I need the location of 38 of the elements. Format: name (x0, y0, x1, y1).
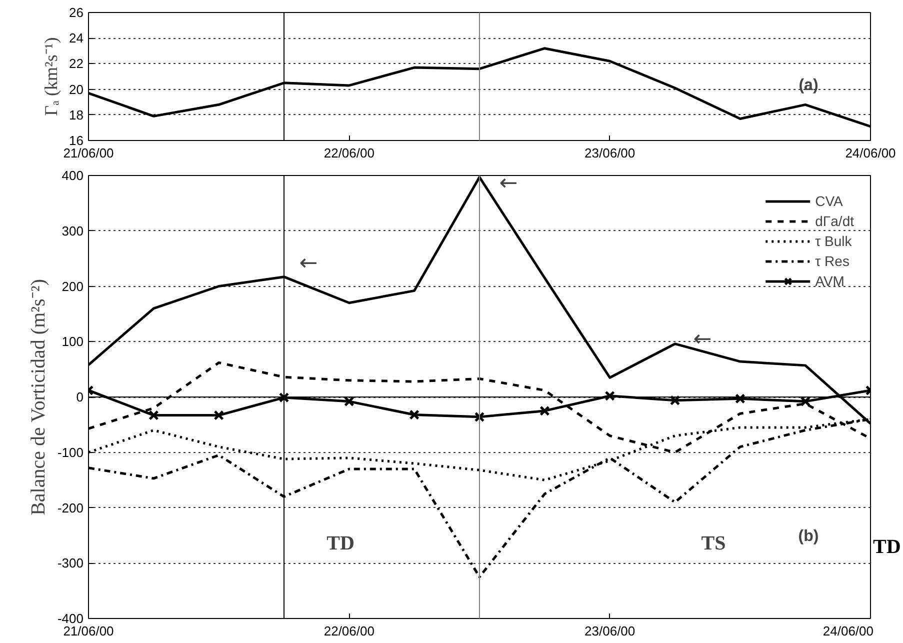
y-tick-label: -200 (57, 500, 84, 516)
y-tick-label: 100 (62, 334, 84, 350)
y-tick-label: 26 (69, 5, 84, 20)
y-tick-label: 0 (76, 390, 84, 404)
annotation: (b) (798, 528, 819, 545)
x-tick-label: 24/06/00 (845, 146, 896, 160)
annotation: TD (326, 532, 354, 554)
x-tick-label: 22/06/00 (324, 624, 374, 638)
annotation: (a) (798, 77, 818, 94)
y-tick-label: 200 (62, 278, 84, 294)
text: TD (873, 535, 901, 560)
y-tick-label: 400 (62, 168, 84, 183)
annotation: TS (701, 532, 726, 554)
y-tick-label: 22 (69, 56, 84, 72)
legend-label: CVA (815, 193, 843, 209)
x-tick-label: 21/06/00 (63, 624, 114, 638)
y-tick-label: 20 (69, 82, 84, 97)
y-tick-label: 24 (69, 30, 84, 46)
x-tick-label: 23/06/00 (584, 146, 636, 160)
y-tick-label: 18 (69, 107, 84, 122)
legend-label: dΓa/dt (815, 213, 854, 229)
y-tick-label: -400 (57, 611, 84, 626)
y-tick-label: 300 (62, 223, 84, 238)
legend-label: AVM (815, 273, 844, 289)
y-tick-label: -100 (57, 444, 84, 460)
y-axis-title: Balance de Vorticidad (m²s⁻²) (27, 278, 50, 516)
annotation: ← (299, 251, 318, 276)
x-tick-label: 21/06/00 (63, 146, 114, 160)
x-tick-label: 23/06/00 (584, 624, 636, 638)
legend-label: τ Res (815, 253, 850, 269)
y-axis-title: Γₐ (km²s⁻¹) (41, 37, 62, 116)
legend-label: τ Bulk (815, 233, 852, 249)
y-tick-label: -300 (57, 556, 84, 571)
y-tick-label: 16 (69, 133, 84, 148)
annotation: ← (499, 171, 518, 196)
x-tick-label: 22/06/00 (324, 146, 374, 160)
x-tick-label: 24/06/00 (822, 624, 874, 638)
annotation: ← (693, 327, 712, 352)
